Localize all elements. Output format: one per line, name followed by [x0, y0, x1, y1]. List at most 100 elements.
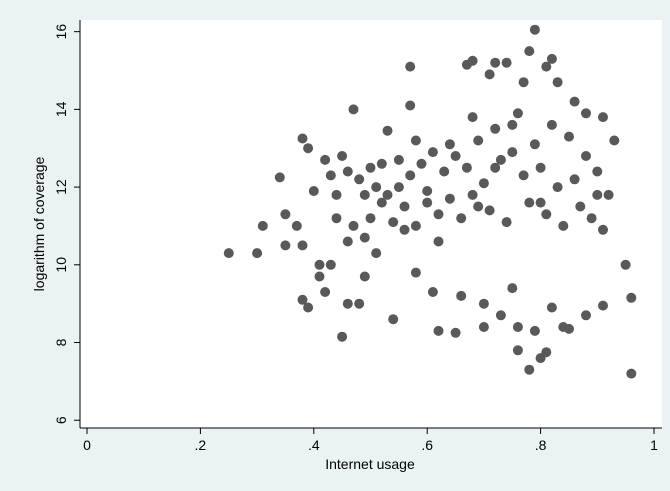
data-point: [524, 197, 535, 208]
data-point: [433, 325, 444, 336]
data-point: [348, 104, 359, 115]
data-point: [308, 186, 319, 196]
data-point: [569, 174, 580, 185]
data-point: [297, 133, 308, 144]
data-point: [376, 197, 387, 208]
data-point: [461, 162, 472, 173]
data-point: [535, 162, 546, 173]
data-point: [371, 248, 382, 259]
data-point: [552, 182, 563, 193]
data-point: [257, 220, 268, 231]
data-point: [450, 151, 461, 161]
data-point: [586, 213, 597, 224]
data-point: [581, 108, 591, 119]
data-point: [592, 189, 603, 200]
data-point: [518, 170, 529, 181]
x-tick-label: .2: [195, 437, 207, 453]
y-tick-label: 16: [53, 24, 69, 40]
data-point: [495, 310, 506, 321]
data-point: [529, 139, 540, 150]
data-point: [422, 197, 433, 208]
y-tick-label: 14: [53, 101, 69, 117]
data-point: [410, 267, 421, 278]
data-point: [507, 147, 518, 158]
data-point: [541, 61, 552, 72]
data-point: [603, 189, 614, 200]
data-point: [490, 57, 501, 68]
y-tick-label: 12: [53, 179, 69, 195]
data-point: [439, 166, 450, 177]
data-point: [529, 325, 540, 336]
data-point: [564, 131, 574, 142]
y-tick-label: 8: [53, 338, 69, 346]
data-point: [399, 201, 410, 212]
x-tick-label: .4: [308, 437, 320, 453]
data-point: [541, 347, 552, 358]
data-point: [388, 314, 399, 325]
data-point: [280, 209, 291, 220]
x-ticks-layer: 0 .2 .4 .6 .8 1: [83, 428, 658, 453]
data-point: [399, 224, 410, 235]
data-point: [535, 197, 546, 208]
data-point: [507, 119, 518, 130]
data-point: [518, 77, 529, 88]
data-point: [467, 189, 478, 200]
data-point: [620, 259, 631, 270]
data-point: [314, 259, 325, 270]
data-point: [331, 189, 342, 200]
data-point: [501, 57, 512, 68]
data-point: [354, 174, 365, 185]
data-point: [280, 240, 291, 251]
data-point: [546, 119, 557, 130]
data-point: [359, 232, 370, 243]
data-point: [359, 189, 370, 200]
data-point: [320, 154, 331, 165]
data-point: [405, 61, 416, 72]
data-point: [444, 139, 455, 150]
data-point: [467, 55, 478, 66]
data-point: [473, 135, 484, 146]
data-point: [337, 331, 348, 342]
data-point: [569, 96, 580, 107]
data-point: [575, 201, 586, 212]
data-point: [365, 162, 376, 173]
data-point: [354, 298, 365, 309]
data-point: [320, 287, 331, 297]
data-point: [348, 220, 359, 231]
data-point: [325, 259, 336, 270]
data-point: [314, 271, 325, 282]
data-point: [490, 162, 501, 173]
data-point: [331, 213, 342, 224]
data-point: [444, 193, 455, 204]
data-point: [478, 298, 489, 309]
data-point: [541, 209, 552, 220]
data-point: [598, 300, 608, 311]
data-point: [456, 213, 467, 224]
y-tick-label: 6: [53, 416, 69, 424]
data-point: [376, 158, 387, 169]
data-point: [450, 327, 461, 338]
data-point: [223, 248, 234, 259]
data-point: [626, 368, 637, 379]
data-point: [303, 302, 314, 313]
data-point: [297, 240, 308, 251]
data-point: [422, 186, 433, 196]
x-axis-title: Internet usage: [325, 456, 415, 472]
data-point: [512, 322, 523, 332]
x-tick-label: 1: [650, 437, 658, 453]
data-point: [558, 220, 569, 231]
x-tick-label: 0: [83, 437, 91, 453]
data-point: [564, 323, 574, 334]
y-tick-label: 10: [53, 257, 69, 273]
data-point: [342, 298, 353, 309]
data-point: [529, 24, 540, 35]
data-point: [507, 283, 518, 294]
data-point: [410, 220, 421, 231]
data-point: [490, 123, 501, 134]
data-point: [581, 151, 591, 161]
data-point: [416, 158, 427, 169]
data-point: [274, 172, 285, 183]
data-point: [581, 310, 591, 321]
data-point: [427, 287, 438, 297]
